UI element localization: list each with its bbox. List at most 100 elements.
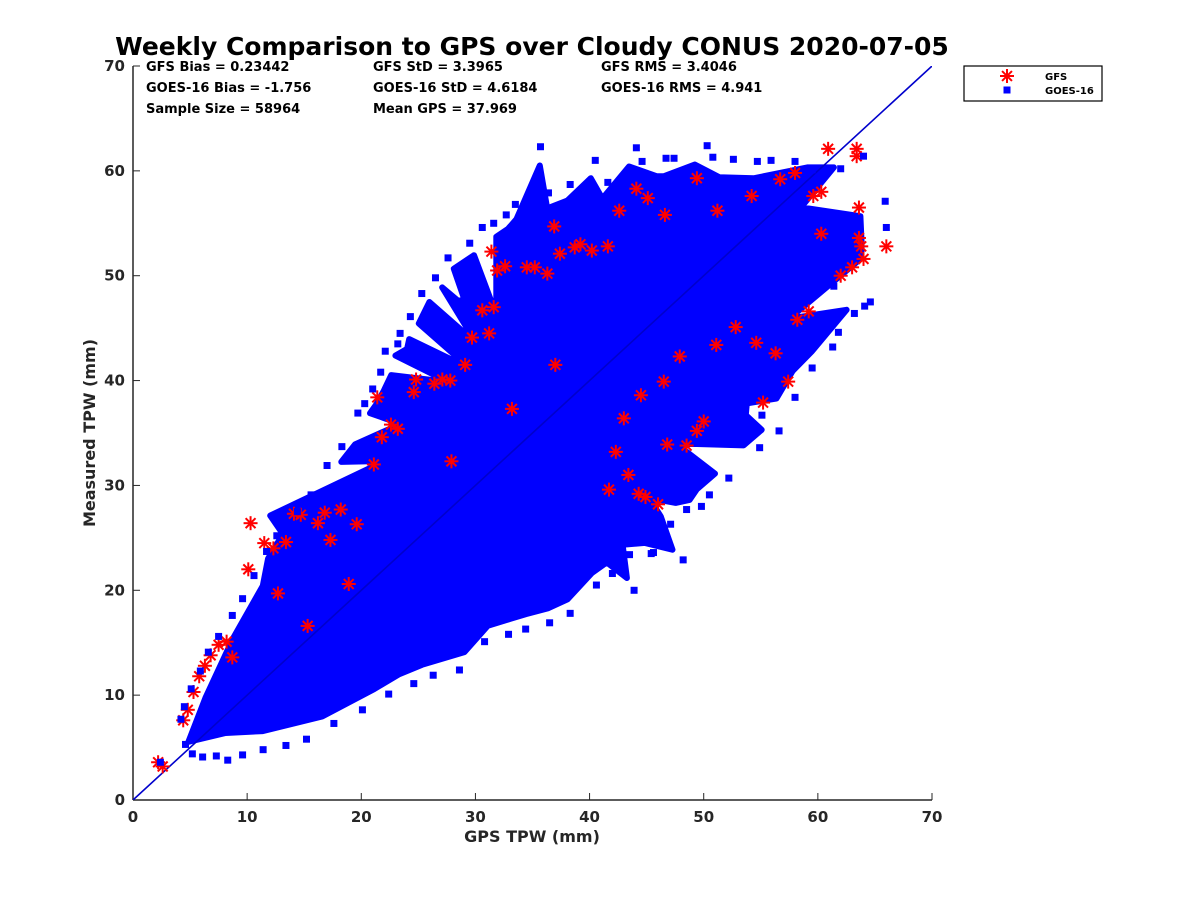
gfs-point: [879, 239, 894, 254]
gfs-point: [696, 414, 711, 429]
goes16-point: [459, 297, 467, 305]
gfs-point: [366, 457, 381, 472]
gfs-point: [600, 239, 615, 254]
gfs-point: [612, 203, 627, 218]
goes16-point: [182, 740, 190, 748]
goes16-point: [259, 746, 267, 754]
gfs-point: [744, 189, 759, 204]
goes16-point: [626, 551, 634, 559]
x-tick-label: 60: [807, 808, 828, 826]
goes16-point: [431, 274, 439, 282]
point-cloud: [185, 161, 865, 745]
gfs-point: [773, 172, 788, 187]
legend-box: [963, 65, 1103, 102]
goes16-point: [860, 152, 868, 160]
gfs-point: [629, 181, 644, 196]
goes16-point: [581, 200, 589, 208]
goes16-point: [381, 347, 389, 355]
goes16-point: [881, 197, 889, 205]
goes16-point: [224, 756, 232, 764]
gfs-point: [814, 184, 829, 199]
goes16-point: [657, 540, 665, 548]
gfs-point: [482, 326, 497, 341]
stats-text-block: GFS Bias = 0.23442 GFS StD = 3.3965 GFS RM…: [146, 60, 762, 117]
y-tick-label: 40: [104, 372, 125, 390]
goes16-point: [566, 180, 574, 188]
gfs-point: [657, 207, 672, 222]
goes16-point: [592, 581, 600, 589]
legend-goes16-marker: [1003, 86, 1011, 94]
goes16-point: [215, 632, 223, 640]
y-tick-label: 10: [104, 686, 125, 704]
y-tick-label: 30: [104, 476, 125, 494]
goes16-point: [791, 157, 799, 165]
gfs-point: [573, 237, 588, 252]
gfs-point: [548, 357, 563, 372]
stat-text: GFS RMS = 3.4046: [601, 60, 737, 75]
point-cloud-body: [185, 161, 865, 745]
stat-text: Sample Size = 58964: [146, 102, 300, 117]
gfs-point: [435, 372, 450, 387]
goes16-point: [239, 751, 247, 759]
y-axis-label: Measured TPW (mm): [80, 339, 99, 527]
goes16-point: [396, 329, 404, 337]
goes16-point: [775, 427, 783, 435]
goes16-point: [180, 703, 188, 711]
gfs-point: [660, 437, 675, 452]
goes16-point: [455, 666, 463, 674]
goes16-point: [369, 385, 377, 393]
x-axis-label: GPS TPW (mm): [464, 827, 600, 846]
gfs-point: [651, 497, 666, 512]
gfs-point: [323, 532, 338, 547]
gfs-point: [856, 251, 871, 266]
legend-goes16-label: GOES-16: [1045, 86, 1094, 97]
gfs-point: [349, 517, 364, 532]
goes16-point: [511, 200, 519, 208]
goes16-point: [566, 609, 574, 617]
gfs-point: [621, 467, 636, 482]
gfs-point: [672, 349, 687, 364]
gfs-point: [640, 191, 655, 206]
goes16-point: [834, 328, 842, 336]
goes16-point: [630, 586, 638, 594]
goes16-point: [808, 364, 816, 372]
goes16-point: [837, 165, 845, 173]
gfs-point: [527, 260, 542, 275]
stat-text: GOES-16 RMS = 4.941: [601, 81, 762, 96]
goes16-point: [638, 157, 646, 165]
goes16-point: [662, 154, 670, 162]
goes16-point: [866, 298, 874, 306]
goes16-point: [239, 595, 247, 603]
gfs-point: [851, 200, 866, 215]
goes16-point: [683, 506, 691, 514]
goes16-point: [697, 502, 705, 510]
gfs-point: [270, 586, 285, 601]
gfs-point: [833, 268, 848, 283]
gfs-point: [845, 260, 860, 275]
gfs-point: [552, 246, 567, 261]
axes: 0 10 20 30 40 50 60 70 0 10 20 30 40 50 60 70: [104, 57, 942, 826]
goes16-point: [204, 648, 212, 656]
gfs-point: [219, 634, 234, 649]
gfs-point: [278, 535, 293, 550]
gfs-point: [484, 244, 499, 259]
goes16-point: [187, 685, 195, 693]
goes16-point: [505, 630, 513, 638]
gfs-point: [689, 171, 704, 186]
goes16-point: [358, 706, 366, 714]
y-tick-label: 60: [104, 162, 125, 180]
goes16-point: [767, 156, 775, 164]
goes16-point: [591, 156, 599, 164]
reference-line: [133, 66, 932, 800]
goes16-point: [302, 735, 310, 743]
goes16-point: [429, 671, 437, 679]
gfs-point: [710, 203, 725, 218]
y-tick-label: 50: [104, 267, 125, 285]
goes16-point: [679, 556, 687, 564]
goes16-point: [444, 254, 452, 262]
goes16-point: [649, 549, 657, 557]
gfs-point: [679, 438, 694, 453]
goes16-point: [481, 638, 489, 646]
gfs-point: [390, 421, 405, 436]
goes16-point: [228, 611, 236, 619]
